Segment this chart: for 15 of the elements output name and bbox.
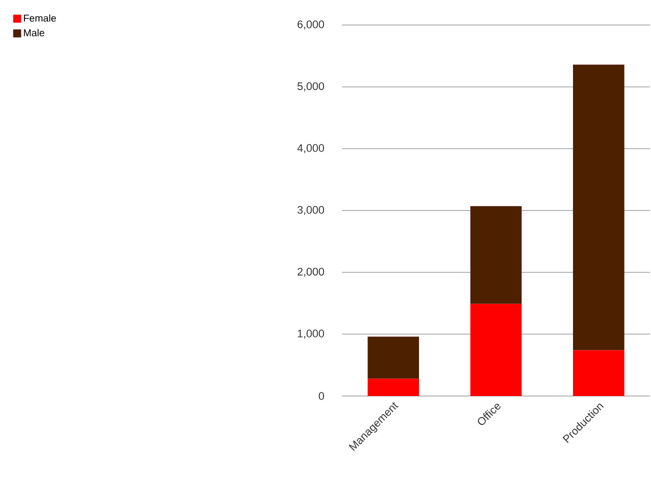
y-tick-label: 1,000 (298, 330, 324, 339)
y-tick-label: 0 (318, 392, 324, 400)
legend-label: Female (24, 14, 56, 22)
bar (573, 64, 624, 350)
y-tick-label: 4,000 (297, 144, 324, 154)
y-tick-label: 2,000 (298, 268, 324, 277)
y-tick-label: 5,000 (297, 82, 324, 92)
y-tick-label: 6,000 (298, 20, 324, 30)
y-tick-label: 3,000 (297, 206, 324, 216)
legend-label: Male (24, 29, 44, 36)
bar (470, 206, 522, 304)
bar (368, 336, 419, 379)
bar (368, 378, 419, 396)
bar (573, 350, 624, 396)
bar (470, 304, 522, 396)
